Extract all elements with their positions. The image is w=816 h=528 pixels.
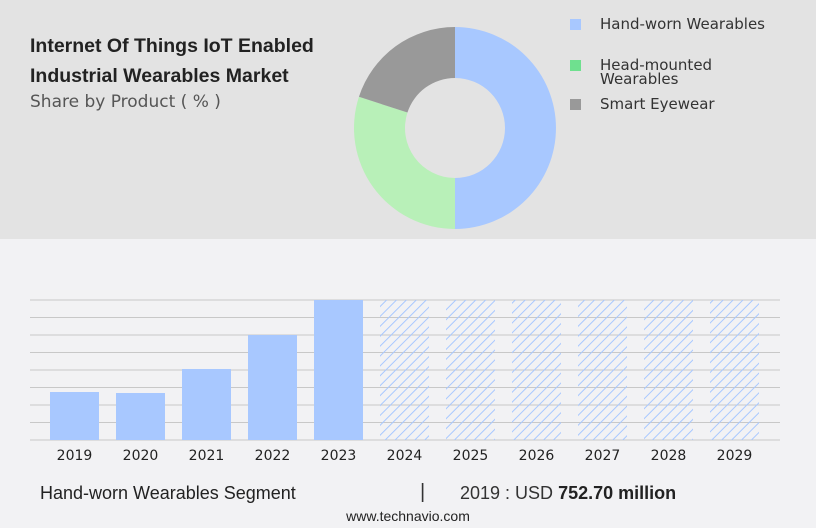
x-tick-label: 2023	[321, 448, 357, 464]
legend-swatch	[570, 19, 581, 30]
chart-title: Internet Of Things IoT Enabled Industria…	[30, 35, 314, 87]
segment-value: 2019 : USD 752.70 million	[460, 483, 676, 504]
legend-label: Smart Eyewear	[600, 95, 715, 113]
bar-2022	[248, 335, 297, 440]
chart-subtitle: Share by Product ( % )	[30, 92, 221, 112]
bar-2027	[578, 300, 627, 440]
x-tick-label: 2020	[123, 448, 159, 464]
x-tick-label: 2029	[717, 448, 753, 464]
legend-item-smart-eyewear: Smart Eyewear	[570, 97, 810, 127]
year-label: 2019 : USD	[460, 483, 554, 503]
legend-swatch	[570, 60, 581, 71]
bar-2028	[644, 300, 693, 440]
separator: |	[420, 481, 426, 503]
x-tick-label: 2021	[189, 448, 225, 464]
bar-2019	[50, 391, 99, 440]
bar-2021	[182, 369, 231, 440]
x-tick-label: 2028	[651, 448, 687, 464]
donut-chart	[354, 27, 556, 230]
x-tick-label: 2022	[255, 448, 291, 464]
legend-item-hand-worn: Hand-worn Wearables	[570, 17, 810, 47]
donut-slice-1	[354, 96, 455, 230]
x-tick-label: 2019	[57, 448, 93, 464]
legend-swatch	[570, 99, 581, 110]
x-tick-label: 2025	[453, 448, 489, 464]
bar-2020	[116, 392, 165, 440]
bar-2029	[710, 300, 759, 440]
x-tick-label: 2024	[387, 448, 423, 464]
x-tick-label: 2027	[585, 448, 621, 464]
legend-label: Hand-worn Wearables	[600, 15, 765, 33]
bar-2026	[512, 300, 561, 440]
legend-item-head-mounted: Head-mounted Wearables	[570, 58, 810, 88]
bar-2023	[314, 300, 363, 440]
legend-label: Head-mounted Wearables	[600, 56, 713, 88]
x-tick-label: 2026	[519, 448, 555, 464]
bar-chart: 2019 2020 2021 2022 2023 2024 2025 2026 2027 2028…	[30, 299, 780, 464]
donut-slice-0	[455, 27, 556, 229]
bar-2025	[446, 300, 495, 440]
value-text: 752.70 million	[558, 483, 677, 503]
site-url: www.technavio.com	[346, 508, 470, 524]
bar-2024	[380, 300, 429, 440]
segment-label: Hand-worn Wearables Segment	[40, 483, 296, 503]
donut-slice-2	[358, 27, 455, 113]
